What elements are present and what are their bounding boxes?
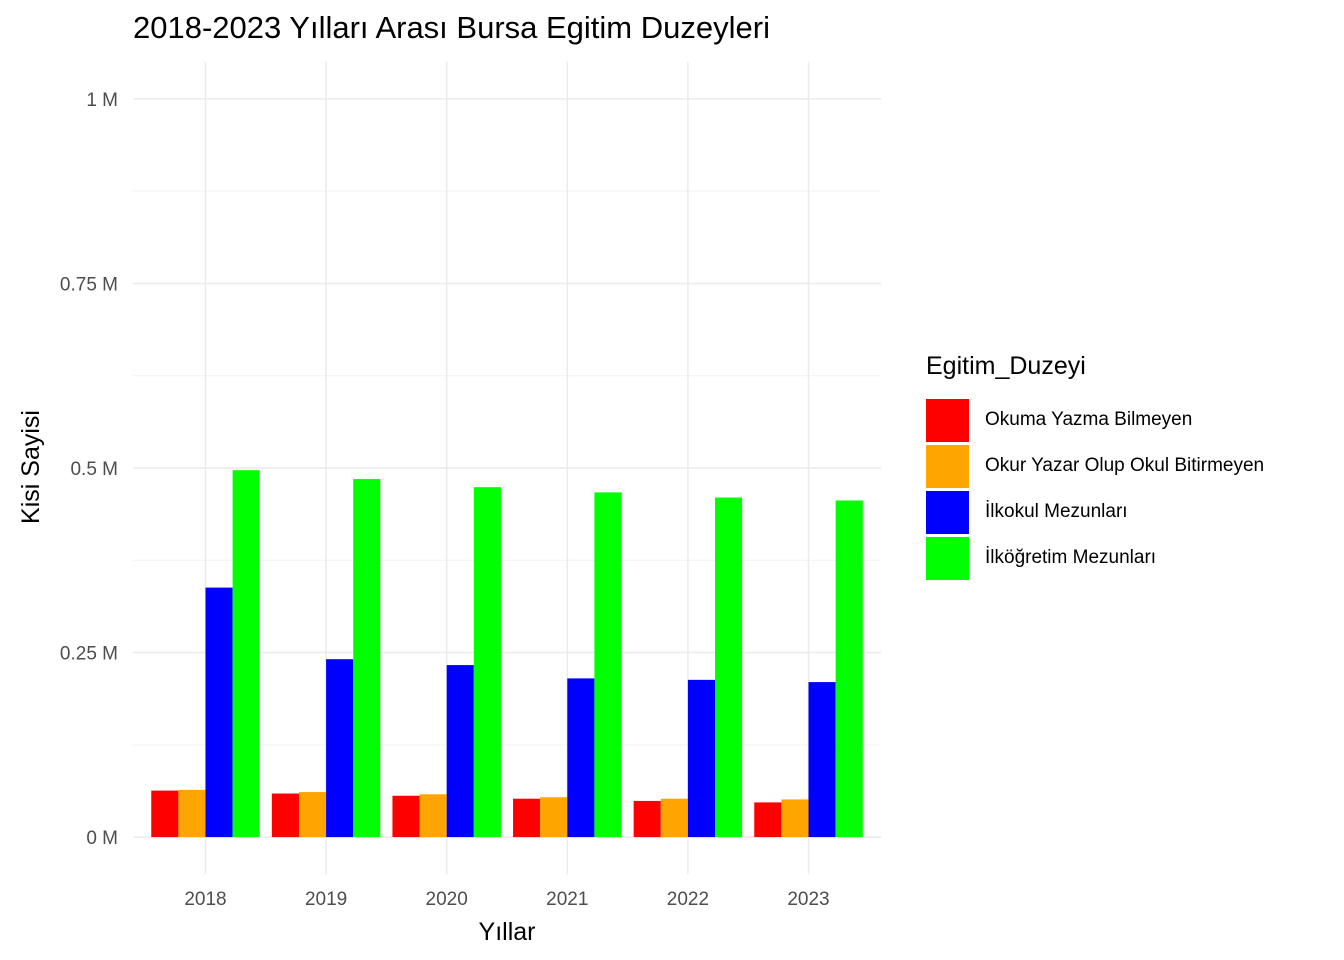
legend-label: İlköğretim Mezunları — [985, 547, 1157, 568]
bar — [687, 679, 716, 838]
legend-item: İlkokul Mezunları — [926, 489, 1264, 535]
x-tick-label: 2019 — [305, 889, 347, 910]
y-tick-label: 0.75 M — [60, 274, 118, 295]
y-tick-label: 1 M — [86, 90, 118, 111]
bar — [232, 470, 260, 838]
x-axis-title: Yıllar — [479, 918, 536, 946]
legend-label: Okuma Yazma Bilmeyen — [985, 409, 1193, 430]
legend-item: İlköğretim Mezunları — [926, 535, 1264, 581]
legend-swatch — [926, 444, 969, 488]
y-tick-label: 0.25 M — [60, 644, 118, 665]
x-tick-label: 2020 — [426, 889, 468, 910]
bar — [715, 497, 743, 838]
bar — [326, 659, 354, 838]
y-tick-label: 0 M — [86, 828, 118, 849]
legend: Egitim_Duzeyi Okuma Yazma Bilmeyen Okur Y… — [926, 352, 1264, 581]
bar — [473, 487, 501, 838]
legend-item: Okuma Yazma Bilmeyen — [926, 397, 1264, 443]
bar — [513, 798, 541, 838]
x-tick-label: 2021 — [546, 889, 588, 910]
bar — [660, 798, 688, 838]
bar — [151, 790, 179, 838]
bar — [419, 794, 447, 838]
bar — [392, 795, 420, 838]
bar — [540, 797, 568, 838]
x-tick-label: 2023 — [787, 889, 829, 910]
y-tick-label: 0.5 M — [70, 459, 118, 480]
legend-item: Okur Yazar Olup Okul Bitirmeyen — [926, 443, 1264, 489]
legend-swatch — [926, 398, 969, 442]
bar — [781, 799, 809, 838]
legend-label: İlkokul Mezunları — [985, 501, 1128, 522]
bar — [567, 678, 595, 838]
bar — [633, 800, 661, 838]
x-tick-label: 2018 — [184, 889, 226, 910]
x-axis-ticks: 2018 2019 2020 2021 2022 2023 — [184, 889, 829, 910]
bar — [353, 479, 381, 838]
bar — [754, 802, 782, 838]
legend-swatch — [926, 490, 969, 534]
bar — [205, 587, 233, 838]
bar — [271, 793, 299, 838]
bar — [298, 792, 327, 838]
legend-title: Egitim_Duzeyi — [926, 352, 1086, 380]
y-axis-ticks: 0 M 0.25 M 0.5 M 0.75 M 1 M — [60, 90, 118, 849]
bars — [151, 470, 863, 838]
chart-title: 2018-2023 Yılları Arası Bursa Egitim Duz… — [133, 10, 770, 45]
bar — [594, 492, 622, 838]
y-axis-title: Kisi Sayisi — [17, 410, 45, 524]
bar — [178, 789, 206, 838]
bar — [808, 682, 836, 838]
legend-items: Okuma Yazma Bilmeyen Okur Yazar Olup Okul… — [926, 397, 1264, 581]
legend-label: Okur Yazar Olup Okul Bitirmeyen — [985, 455, 1265, 476]
bar — [446, 665, 474, 838]
legend-swatch — [926, 536, 969, 580]
x-tick-label: 2022 — [667, 889, 709, 910]
bar — [835, 500, 863, 838]
